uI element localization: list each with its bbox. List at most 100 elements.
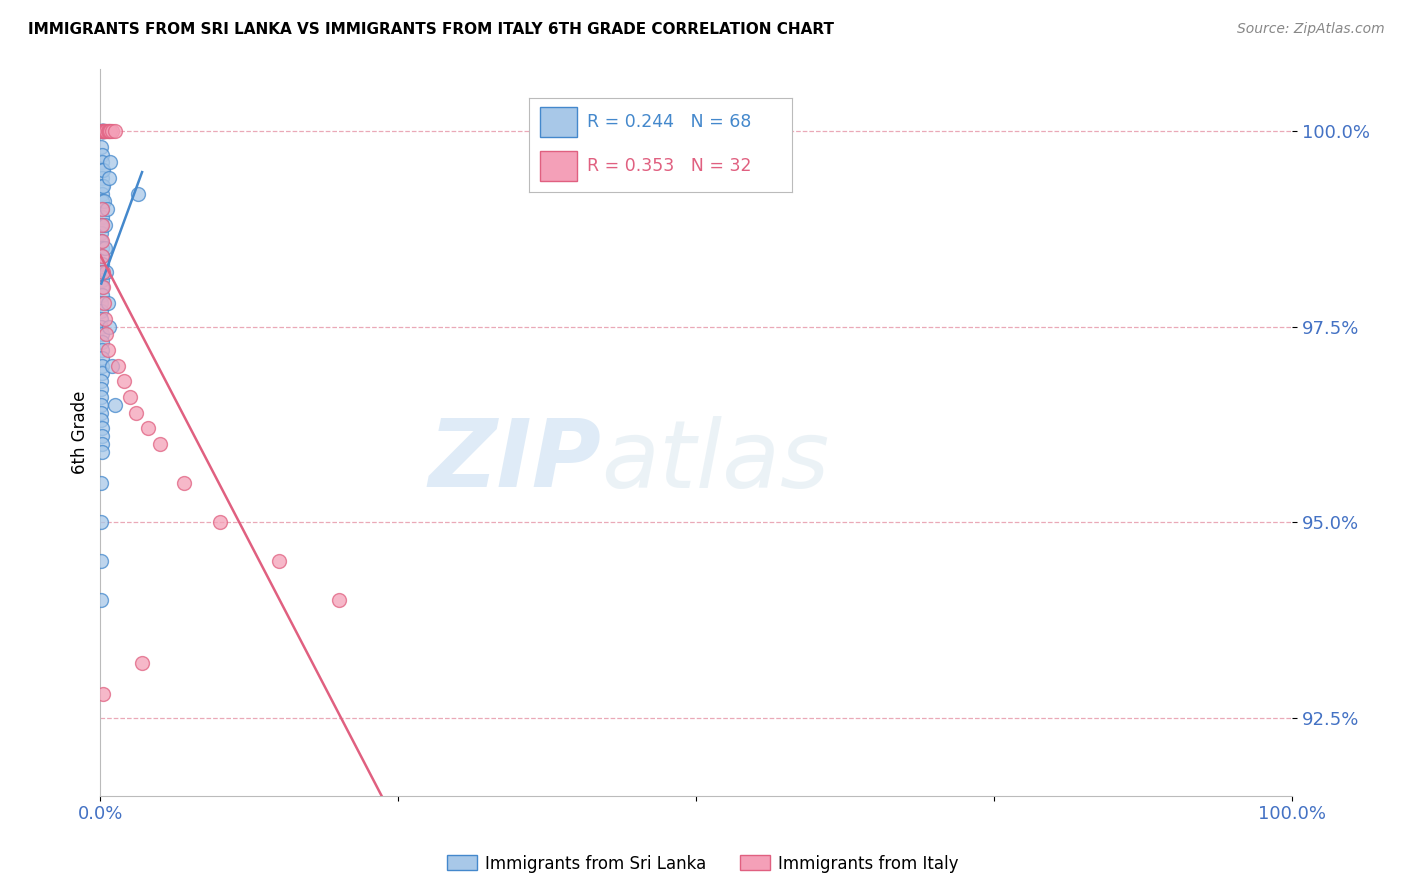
Point — [104, 124, 127, 138]
Point — [90, 351, 112, 365]
Point — [90, 311, 112, 326]
Point — [90, 343, 112, 357]
Point — [90, 429, 112, 443]
Text: atlas: atlas — [600, 416, 830, 507]
Point — [90, 304, 112, 318]
Point — [96, 327, 118, 342]
Point — [90, 218, 112, 232]
Point — [97, 171, 120, 186]
Point — [91, 210, 114, 224]
Point — [91, 124, 114, 138]
Point — [328, 593, 350, 607]
Point — [90, 249, 112, 263]
Point — [90, 390, 112, 404]
Point — [90, 335, 112, 350]
Point — [90, 398, 112, 412]
Point — [101, 359, 124, 373]
Point — [90, 413, 112, 427]
Point — [90, 241, 112, 255]
Point — [90, 475, 112, 490]
Point — [97, 124, 120, 138]
Point — [90, 155, 112, 169]
Point — [93, 194, 115, 209]
Point — [90, 406, 112, 420]
Point — [90, 515, 112, 529]
Y-axis label: 6th Grade: 6th Grade — [72, 391, 89, 474]
Point — [91, 234, 114, 248]
Point — [91, 124, 114, 138]
Point — [90, 444, 112, 458]
Point — [90, 593, 112, 607]
Point — [90, 171, 112, 186]
Point — [91, 265, 114, 279]
Point — [90, 139, 112, 153]
Point — [131, 656, 153, 670]
Point — [90, 437, 112, 451]
Point — [90, 218, 112, 232]
Point — [94, 241, 117, 255]
Point — [104, 398, 127, 412]
Point — [90, 265, 112, 279]
Point — [90, 374, 112, 388]
Point — [90, 319, 112, 334]
Point — [91, 367, 114, 381]
Point — [90, 124, 112, 138]
Point — [101, 124, 124, 138]
Point — [90, 296, 112, 310]
Point — [125, 406, 148, 420]
Point — [91, 178, 114, 193]
Point — [208, 515, 231, 529]
Point — [90, 226, 112, 240]
Point — [91, 194, 114, 209]
Point — [269, 554, 291, 568]
Point — [93, 124, 115, 138]
Point — [90, 382, 112, 396]
Point — [90, 327, 112, 342]
Point — [91, 163, 114, 178]
Point — [120, 390, 142, 404]
Point — [90, 124, 112, 138]
Point — [173, 475, 195, 490]
Point — [91, 178, 114, 193]
Point — [96, 124, 118, 138]
Point — [93, 124, 115, 138]
Point — [90, 280, 112, 294]
Point — [91, 124, 114, 138]
Point — [91, 687, 114, 701]
Point — [91, 202, 114, 217]
Point — [90, 147, 112, 161]
Point — [93, 124, 115, 138]
Point — [90, 273, 112, 287]
Point — [90, 234, 112, 248]
Legend: Immigrants from Sri Lanka, Immigrants from Italy: Immigrants from Sri Lanka, Immigrants fr… — [440, 848, 966, 880]
Point — [96, 124, 118, 138]
Point — [98, 319, 121, 334]
Point — [91, 124, 114, 138]
Point — [94, 124, 117, 138]
Point — [91, 124, 114, 138]
Point — [91, 249, 114, 263]
Point — [91, 124, 114, 138]
Point — [96, 343, 118, 357]
Point — [91, 288, 114, 302]
Point — [90, 257, 112, 271]
Point — [90, 163, 112, 178]
Text: IMMIGRANTS FROM SRI LANKA VS IMMIGRANTS FROM ITALY 6TH GRADE CORRELATION CHART: IMMIGRANTS FROM SRI LANKA VS IMMIGRANTS … — [28, 22, 834, 37]
Text: ZIP: ZIP — [427, 416, 600, 508]
Point — [90, 202, 112, 217]
Point — [90, 124, 112, 138]
Point — [91, 359, 114, 373]
Point — [93, 296, 115, 310]
Point — [90, 421, 112, 435]
Point — [96, 265, 118, 279]
Point — [96, 296, 118, 310]
Text: Source: ZipAtlas.com: Source: ZipAtlas.com — [1237, 22, 1385, 37]
Point — [112, 374, 135, 388]
Point — [93, 218, 115, 232]
Point — [149, 437, 172, 451]
Point — [100, 155, 122, 169]
Point — [94, 311, 117, 326]
Point — [98, 124, 121, 138]
Point — [90, 554, 112, 568]
Point — [91, 186, 114, 201]
